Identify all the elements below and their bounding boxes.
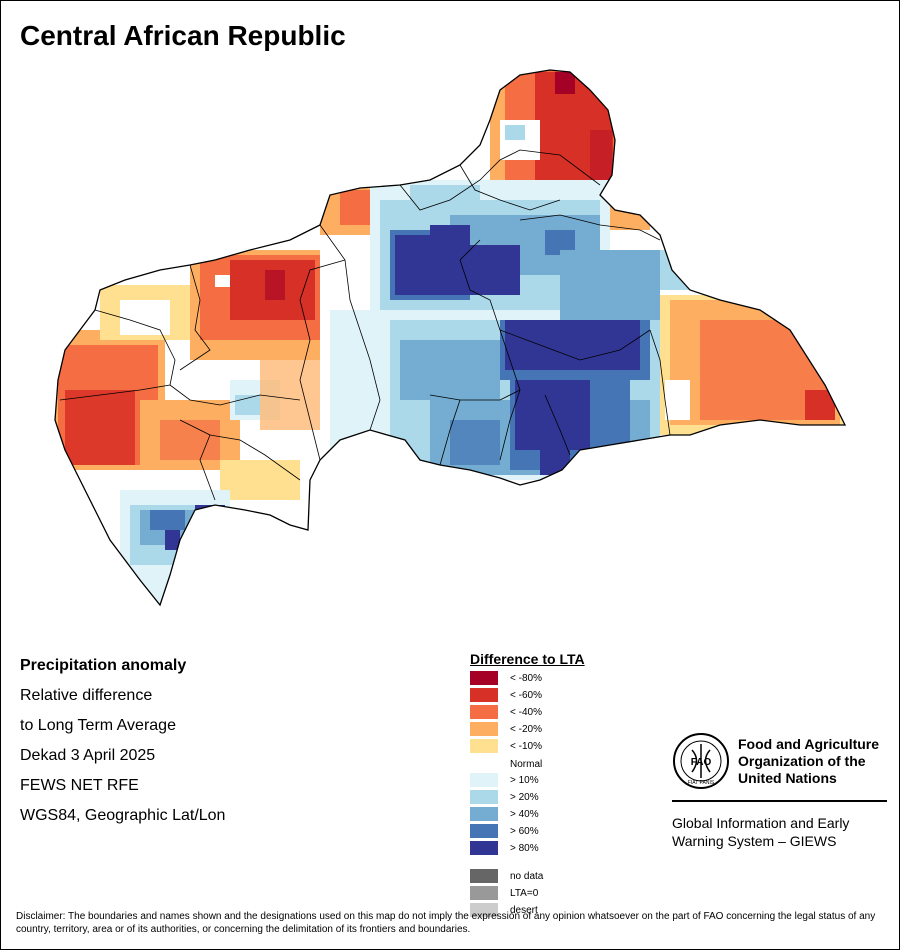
info-line-4: Dekad 3 April 2025 <box>20 747 156 764</box>
legend-swatch <box>470 790 498 804</box>
legend: Difference to LTA < -80% < -60% < -40% < -2… <box>470 651 585 917</box>
legend-label: < -10% <box>510 740 542 752</box>
legend-swatch <box>470 886 498 900</box>
legend-label: > 10% <box>510 774 539 786</box>
fao-divider <box>672 800 887 802</box>
legend-swatch <box>470 739 498 753</box>
legend-label: < -20% <box>510 723 542 735</box>
legend-item: > 40% <box>470 807 539 821</box>
fao-name: Food and Agriculture Organization of the… <box>738 736 880 786</box>
legend-label: > 60% <box>510 825 539 837</box>
legend-label: < -40% <box>510 706 542 718</box>
legend-label: < -60% <box>510 689 542 701</box>
giews-name: Global Information and Early Warning Sys… <box>672 815 850 849</box>
map-title: Central African Republic <box>20 20 346 51</box>
legend-swatch <box>470 869 498 883</box>
legend-item: > 60% <box>470 824 539 838</box>
legend-title: Difference to LTA <box>470 651 585 667</box>
legend-swatch <box>470 903 498 917</box>
legend-swatch <box>470 773 498 787</box>
legend-label: < -80% <box>510 672 542 684</box>
anomaly-map <box>54 69 847 607</box>
info-line-2: Relative difference <box>20 687 153 704</box>
legend-swatch <box>470 671 498 685</box>
legend-label: no data <box>510 870 544 882</box>
legend-item: < -60% <box>470 688 542 702</box>
legend-swatch <box>470 722 498 736</box>
info-line-5: FEWS NET RFE <box>20 777 139 794</box>
legend-label: Normal <box>510 758 543 770</box>
info-line-1: Precipitation anomaly <box>20 657 187 674</box>
legend-item: > 20% <box>470 790 539 804</box>
legend-swatch <box>470 757 498 771</box>
svg-text:FAO: FAO <box>691 757 712 768</box>
legend-item: < -40% <box>470 705 542 719</box>
legend-swatch <box>470 841 498 855</box>
legend-label: desert <box>510 904 538 916</box>
legend-label: > 80% <box>510 842 539 854</box>
map-info: Precipitation anomaly Relative differenc… <box>20 656 225 836</box>
legend-item: < -10% <box>470 739 542 753</box>
legend-item: no data <box>470 869 543 883</box>
legend-item: desert <box>470 903 538 917</box>
country-outline <box>54 69 847 607</box>
svg-text:FIAT PANIS: FIAT PANIS <box>688 780 715 786</box>
legend-swatch <box>470 824 498 838</box>
legend-swatch <box>470 807 498 821</box>
legend-label: > 20% <box>510 791 539 803</box>
disclaimer: Disclaimer: The boundaries and names sho… <box>16 911 876 935</box>
legend-item: > 10% <box>470 773 539 787</box>
legend-item: LTA=0 <box>470 886 538 900</box>
legend-item: < -80% <box>470 671 542 685</box>
legend-label: LTA=0 <box>510 887 539 899</box>
info-line-3: to Long Term Average <box>20 717 176 734</box>
legend-item: > 80% <box>470 841 539 855</box>
fao-logo-icon: FAO FIAT PANIS <box>673 733 729 789</box>
legend-item: Normal <box>470 757 542 771</box>
legend-swatch <box>470 705 498 719</box>
legend-item: < -20% <box>470 722 542 736</box>
info-line-6: WGS84, Geographic Lat/Lon <box>20 807 226 824</box>
prefecture-boundaries <box>59 149 671 501</box>
legend-label: > 40% <box>510 808 539 820</box>
legend-swatch <box>470 688 498 702</box>
